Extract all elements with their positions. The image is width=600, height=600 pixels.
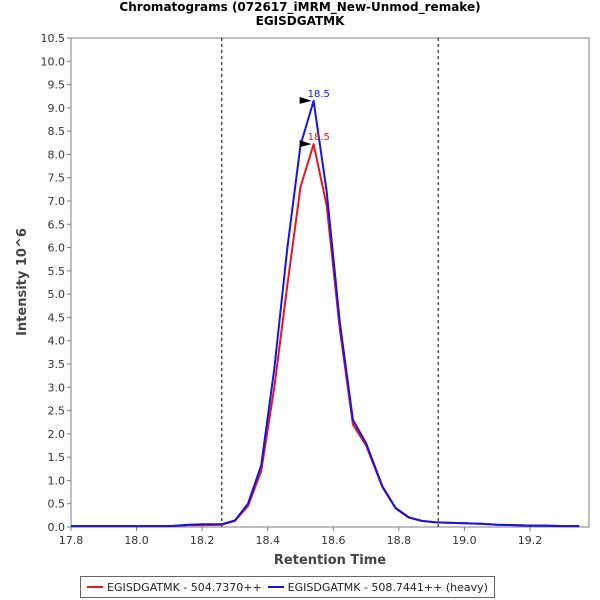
x-tick-label: 18.6 [321, 534, 346, 547]
chromatogram-chart: Chromatograms (072617_iMRM_New-Unmod_rem… [15, 0, 590, 568]
y-tick-label: 7.5 [48, 172, 66, 185]
peak-label: 18.5 [308, 89, 330, 100]
x-axis-label: Retention Time [274, 553, 386, 568]
chart-legend: EGISDGATMK - 504.7370++ EGISDGATMK - 508… [80, 576, 495, 598]
peak-marker-icon [299, 140, 312, 148]
legend-swatch-light [87, 586, 103, 588]
x-tick-label: 18.4 [255, 534, 280, 547]
y-tick-label: 5.0 [48, 288, 66, 301]
y-axis-label: Intensity 10^6 [15, 228, 30, 336]
y-tick-label: 7.0 [48, 195, 66, 208]
legend-item-light: EGISDGATMK - 504.7370++ [87, 581, 262, 594]
chart-title: Chromatograms (072617_iMRM_New-Unmod_rem… [119, 0, 480, 15]
y-tick-label: 2.0 [48, 428, 66, 441]
y-tick-label: 9.5 [48, 79, 66, 92]
peak-label: 18.5 [308, 132, 330, 143]
x-axis-ticks: 17.8 18.0 18.2 18.4 18.6 18.8 19.0 19.2 [59, 527, 542, 547]
y-tick-label: 8.5 [48, 125, 66, 138]
peak-markers: 18.5 18.5 [299, 89, 330, 148]
y-tick-label: 4.5 [48, 311, 66, 324]
y-tick-label: 2.5 [48, 405, 66, 418]
y-tick-label: 1.5 [48, 451, 66, 464]
x-tick-label: 19.2 [518, 534, 543, 547]
chart-subtitle: EGISDGATMK [256, 14, 345, 28]
plot-area [70, 37, 590, 528]
legend-label-light: EGISDGATMK - 504.7370++ [107, 580, 262, 594]
x-tick-label: 18.2 [190, 534, 215, 547]
x-tick-label: 17.8 [59, 534, 84, 547]
series-lines [71, 99, 580, 528]
y-axis-ticks: 0.0 0.5 1.0 1.5 2.0 2.5 3.0 3.5 4.0 4.5 5.0 5.5 6.0 6… [41, 32, 71, 534]
legend-label-heavy: EGISDGATMK - 508.7441++ (heavy) [287, 580, 488, 594]
y-tick-label: 1.0 [48, 474, 66, 487]
y-tick-label: 4.0 [48, 335, 66, 348]
y-tick-label: 3.0 [48, 381, 66, 394]
x-tick-label: 18.0 [124, 534, 149, 547]
legend-swatch-heavy [267, 586, 284, 588]
legend-item-heavy: EGISDGATMK - 508.7441++ (heavy) [267, 580, 488, 594]
series-line-heavy [71, 99, 580, 528]
y-tick-label: 8.0 [48, 148, 66, 161]
y-tick-label: 10.5 [41, 32, 66, 45]
y-tick-label: 9.0 [48, 102, 66, 115]
y-tick-label: 0.5 [48, 498, 66, 511]
y-tick-label: 6.5 [48, 218, 66, 231]
y-tick-label: 0.0 [48, 521, 66, 534]
peak-marker-icon [299, 96, 312, 104]
y-tick-label: 10.0 [41, 55, 66, 68]
y-tick-label: 3.5 [48, 358, 66, 371]
x-tick-label: 18.8 [387, 534, 412, 547]
x-tick-label: 19.0 [452, 534, 477, 547]
y-tick-label: 5.5 [48, 265, 66, 278]
y-tick-label: 6.0 [48, 242, 66, 255]
